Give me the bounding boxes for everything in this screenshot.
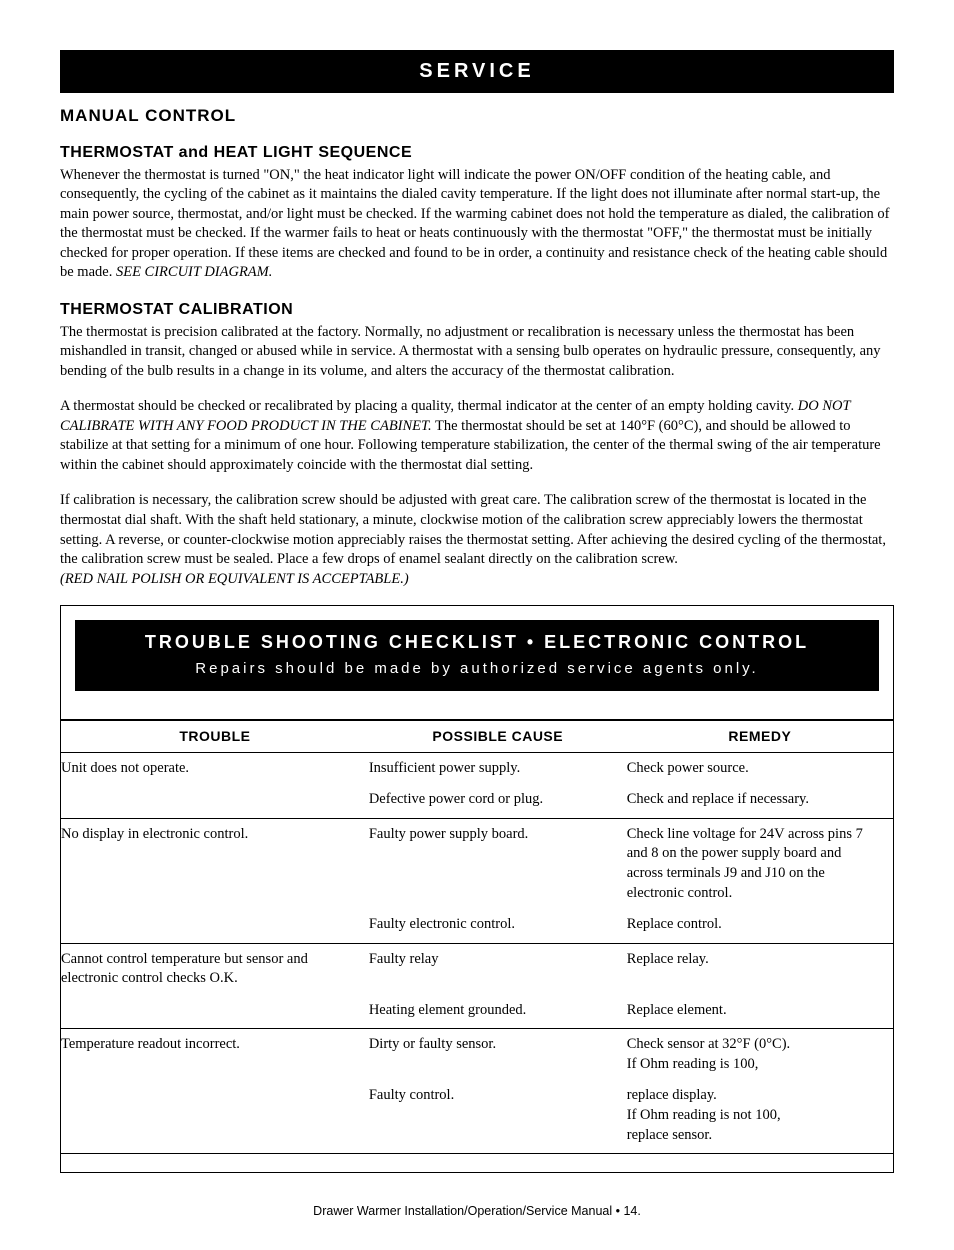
page-footer: Drawer Warmer Installation/Operation/Ser…	[60, 1203, 894, 1220]
table-cell: No display in electronic control.	[61, 818, 369, 909]
para-calibration-2a: A thermostat should be checked or recali…	[60, 398, 798, 414]
heading-manual-control: MANUAL CONTROL	[60, 105, 894, 128]
table-cell: Replace element.	[627, 995, 893, 1029]
troubleshoot-table: TROUBLE POSSIBLE CAUSE REMEDY Unit does …	[61, 719, 893, 1154]
table-cell: Check line voltage for 24V across pins 7…	[627, 818, 893, 909]
table-row: Faulty control.replace display. If Ohm r…	[61, 1080, 893, 1153]
table-cell: Cannot control temperature but sensor an…	[61, 943, 369, 995]
col-possible-cause: POSSIBLE CAUSE	[369, 720, 627, 752]
troubleshoot-banner: TROUBLE SHOOTING CHECKLIST • ELECTRONIC …	[75, 620, 879, 691]
table-row: Faulty electronic control.Replace contro…	[61, 909, 893, 943]
table-cell: Insufficient power supply.	[369, 752, 627, 784]
table-cell: Defective power cord or plug.	[369, 784, 627, 818]
troubleshoot-title: TROUBLE SHOOTING CHECKLIST • ELECTRONIC …	[75, 630, 879, 654]
table-cell: Check power source.	[627, 752, 893, 784]
table-cell: Unit does not operate.	[61, 752, 369, 784]
table-cell	[61, 995, 369, 1029]
table-row: Cannot control temperature but sensor an…	[61, 943, 893, 995]
table-cell	[61, 1080, 369, 1153]
table-cell: Faulty control.	[369, 1080, 627, 1153]
para-calibration-3-text: If calibration is necessary, the calibra…	[60, 492, 886, 567]
troubleshoot-subtitle: Repairs should be made by authorized ser…	[75, 659, 879, 679]
heading-thermostat-calibration: THERMOSTAT CALIBRATION	[60, 299, 894, 321]
table-row: Defective power cord or plug.Check and r…	[61, 784, 893, 818]
col-remedy: REMEDY	[627, 720, 893, 752]
para-calibration-2: A thermostat should be checked or recali…	[60, 397, 894, 475]
para-calibration-3: If calibration is necessary, the calibra…	[60, 491, 894, 589]
table-cell: Faulty relay	[369, 943, 627, 995]
table-cell: replace display. If Ohm reading is not 1…	[627, 1080, 893, 1153]
table-row: Temperature readout incorrect.Dirty or f…	[61, 1029, 893, 1081]
troubleshoot-box: TROUBLE SHOOTING CHECKLIST • ELECTRONIC …	[60, 605, 894, 1173]
table-cell: Replace control.	[627, 909, 893, 943]
table-cell: Check and replace if necessary.	[627, 784, 893, 818]
table-row: Unit does not operate.Insufficient power…	[61, 752, 893, 784]
note-nail-polish: (RED NAIL POLISH OR EQUIVALENT IS ACCEPT…	[60, 571, 409, 587]
table-cell: Temperature readout incorrect.	[61, 1029, 369, 1081]
table-row: No display in electronic control.Faulty …	[61, 818, 893, 909]
table-cell: Check sensor at 32°F (0°C). If Ohm readi…	[627, 1029, 893, 1081]
table-cell	[61, 784, 369, 818]
table-cell: Faulty power supply board.	[369, 818, 627, 909]
table-cell: Replace relay.	[627, 943, 893, 995]
table-cell	[61, 909, 369, 943]
col-trouble: TROUBLE	[61, 720, 369, 752]
para-heat-light-sequence: Whenever the thermostat is turned "ON," …	[60, 166, 894, 283]
table-row: Heating element grounded.Replace element…	[61, 995, 893, 1029]
table-cell: Heating element grounded.	[369, 995, 627, 1029]
note-see-circuit-diagram: SEE CIRCUIT DIAGRAM.	[116, 264, 272, 280]
para-calibration-1: The thermostat is precision calibrated a…	[60, 323, 894, 382]
heading-thermostat-heat-light: THERMOSTAT and HEAT LIGHT SEQUENCE	[60, 142, 894, 164]
table-cell: Dirty or faulty sensor.	[369, 1029, 627, 1081]
service-banner: SERVICE	[60, 50, 894, 93]
table-cell: Faulty electronic control.	[369, 909, 627, 943]
table-header-row: TROUBLE POSSIBLE CAUSE REMEDY	[61, 720, 893, 752]
